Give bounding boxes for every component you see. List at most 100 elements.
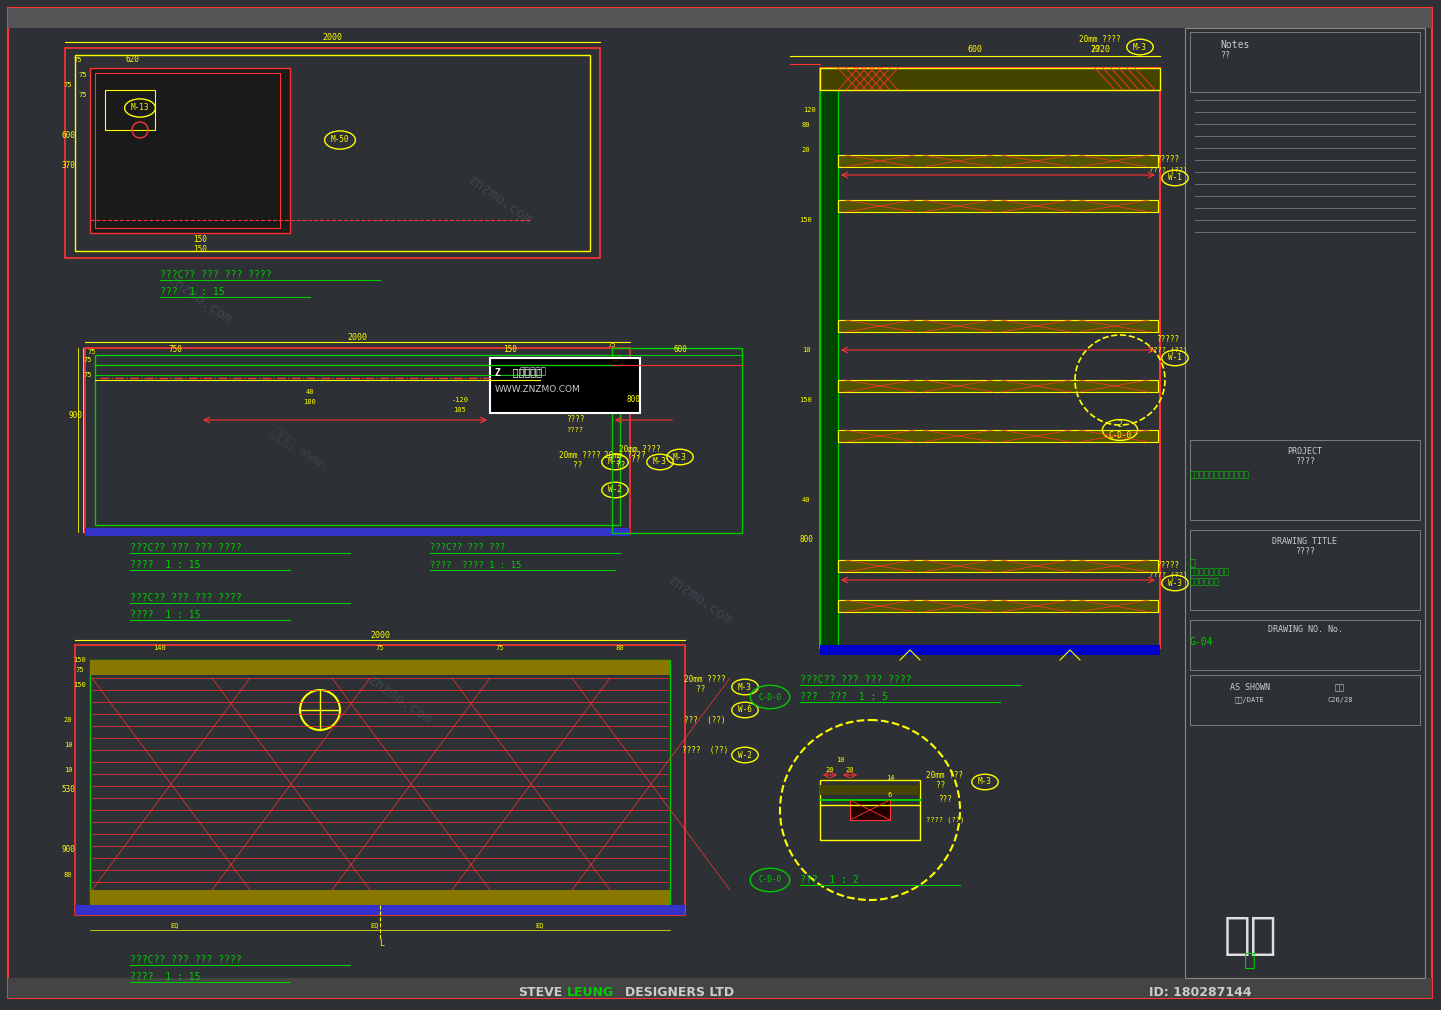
- Text: ????  ???? 1 : 15: ???? ???? 1 : 15: [429, 561, 522, 570]
- Text: ????: ????: [566, 427, 584, 433]
- Bar: [820, 68, 1160, 90]
- Text: Z  知末施工图: Z 知末施工图: [496, 367, 542, 377]
- Text: 40: 40: [801, 497, 810, 503]
- Text: 75: 75: [79, 72, 88, 78]
- Bar: [839, 155, 1159, 167]
- Bar: [1190, 675, 1419, 725]
- Text: ?????: ?????: [1157, 335, 1180, 344]
- Text: 20mm ????: 20mm ????: [604, 450, 646, 460]
- Text: 20: 20: [63, 717, 72, 723]
- Text: 120: 120: [804, 107, 817, 113]
- Text: 75: 75: [376, 645, 385, 651]
- Bar: [75, 55, 589, 251]
- Text: ???  1 : 2: ??? 1 : 2: [800, 875, 859, 885]
- Text: DESIGNERS LTD: DESIGNERS LTD: [625, 987, 735, 1000]
- Text: ID: 180287144: ID: 180287144: [1148, 987, 1251, 1000]
- Text: M-3: M-3: [653, 458, 667, 467]
- Text: 75: 75: [76, 667, 84, 673]
- Text: M-3: M-3: [673, 452, 687, 462]
- Text: 2000: 2000: [370, 630, 391, 639]
- Text: ??: ??: [1221, 50, 1231, 60]
- Text: ???? (??): ???? (??): [927, 817, 964, 823]
- Text: 10: 10: [63, 767, 72, 773]
- Text: 上海某住宅室内装修施工图: 上海某住宅室内装修施工图: [1190, 471, 1249, 480]
- Text: ???  ???  1 : 5: ??? ??? 1 : 5: [800, 692, 888, 702]
- Text: W-6: W-6: [738, 706, 752, 714]
- Text: M-3: M-3: [608, 458, 623, 467]
- Bar: [95, 355, 620, 525]
- Text: ???C?? ??? ??? ????: ???C?? ??? ??? ????: [800, 675, 912, 685]
- Text: ???? (??): ???? (??): [1148, 346, 1187, 353]
- Text: 书: 书: [1190, 557, 1196, 567]
- Bar: [850, 800, 891, 820]
- Text: ???C?? ??? ??? ????: ???C?? ??? ??? ????: [130, 593, 242, 603]
- Text: 20mm ???: 20mm ???: [927, 771, 964, 780]
- Text: 150: 150: [800, 217, 813, 223]
- Text: ???? (??): ???? (??): [1148, 572, 1187, 579]
- Text: 知末: 知末: [1223, 913, 1277, 956]
- Text: PROJECT: PROJECT: [1287, 447, 1323, 457]
- Bar: [85, 348, 630, 533]
- Bar: [105, 90, 156, 130]
- Text: 10: 10: [836, 758, 844, 763]
- Text: 180: 180: [304, 399, 317, 405]
- Text: ????: ????: [1295, 458, 1316, 467]
- Text: ???C?? ??? ??? ????: ???C?? ??? ??? ????: [130, 955, 242, 965]
- Text: W-3: W-3: [1169, 579, 1182, 588]
- Text: 600: 600: [61, 130, 75, 139]
- Bar: [85, 528, 630, 536]
- Text: 2
C-D-0: 2 C-D-0: [1108, 420, 1131, 439]
- Bar: [1190, 32, 1419, 92]
- Text: 800: 800: [800, 535, 813, 544]
- Bar: [1190, 440, 1419, 520]
- Text: ????  1 : 15: ???? 1 : 15: [130, 560, 200, 570]
- Text: M-3: M-3: [738, 683, 752, 692]
- Bar: [1185, 28, 1425, 978]
- Text: 75: 75: [63, 82, 72, 88]
- Text: 150: 150: [800, 397, 813, 403]
- Text: 80: 80: [63, 872, 72, 878]
- Text: ???? (??): ???? (??): [1148, 167, 1187, 174]
- Text: 75: 75: [79, 92, 88, 98]
- Text: ????  1 : 15: ???? 1 : 15: [130, 610, 200, 620]
- Text: 20: 20: [826, 767, 834, 773]
- Bar: [839, 430, 1159, 442]
- Text: ????  1 : 15: ???? 1 : 15: [130, 972, 200, 982]
- Bar: [65, 48, 599, 258]
- Text: 20: 20: [801, 147, 810, 153]
- Text: 柜门节点详图: 柜门节点详图: [1190, 578, 1221, 587]
- Text: L: L: [379, 938, 385, 947]
- Text: 知: 知: [1244, 950, 1257, 970]
- Bar: [95, 73, 280, 228]
- Text: G-04: G-04: [1190, 637, 1213, 647]
- Bar: [839, 600, 1159, 612]
- Text: ??: ??: [935, 781, 954, 790]
- Text: ????: ????: [1295, 547, 1316, 557]
- Text: znzmo.com: znzmo.com: [166, 273, 235, 327]
- Text: 20mm ????: 20mm ????: [620, 445, 661, 455]
- Bar: [612, 348, 742, 533]
- Text: Notes: Notes: [1221, 40, 1249, 50]
- Bar: [839, 380, 1159, 392]
- Text: 105: 105: [454, 407, 467, 413]
- Text: ???C?? ??? ??? ????: ???C?? ??? ??? ????: [130, 543, 242, 553]
- Text: C26/28: C26/28: [1327, 697, 1353, 703]
- Text: 150: 150: [193, 235, 208, 244]
- Text: 150: 150: [73, 682, 86, 688]
- Text: 14: 14: [886, 775, 895, 781]
- Text: 10: 10: [63, 742, 72, 748]
- Text: znzmo.com: znzmo.com: [365, 673, 435, 727]
- Bar: [820, 645, 1160, 655]
- Text: 日期/DATE: 日期/DATE: [1235, 697, 1265, 703]
- Text: 75: 75: [84, 357, 92, 363]
- Text: ???  1 : 15: ??? 1 : 15: [160, 287, 225, 297]
- Text: 900: 900: [68, 410, 82, 419]
- Bar: [820, 68, 1160, 648]
- Text: 75: 75: [496, 645, 504, 651]
- Text: 6: 6: [888, 792, 892, 798]
- Bar: [839, 560, 1159, 572]
- Text: 140: 140: [154, 645, 166, 651]
- Text: 80: 80: [801, 122, 810, 128]
- Bar: [820, 785, 919, 795]
- Text: W-2: W-2: [608, 486, 623, 495]
